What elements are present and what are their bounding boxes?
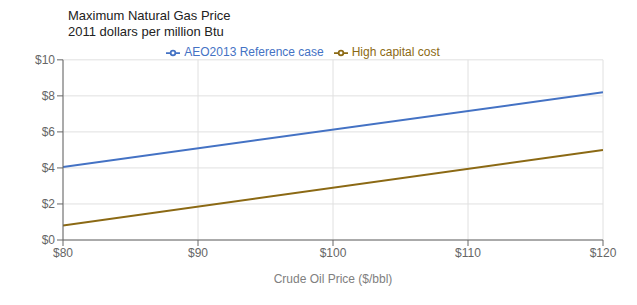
svg-text:$4: $4	[42, 161, 56, 175]
svg-text:$8: $8	[42, 89, 56, 103]
html-text:Maximum Natural Gas Price: Maximum Natural Gas Price	[68, 8, 231, 23]
svg-text:$90: $90	[188, 246, 208, 260]
svg-text:$0: $0	[42, 233, 56, 247]
svg-text:$120: $120	[590, 246, 617, 260]
svg-text:$6: $6	[42, 125, 56, 139]
html-text:High capital cost: High capital cost	[351, 45, 440, 59]
svg-text:$100: $100	[320, 246, 347, 260]
svg-text:Crude Oil Price ($/bbl): Crude Oil Price ($/bbl)	[274, 272, 393, 286]
svg-text:$10: $10	[35, 53, 55, 67]
svg-text:$80: $80	[53, 246, 73, 260]
svg-text:$2: $2	[42, 197, 56, 211]
html-text:AEO2013 Reference case: AEO2013 Reference case	[184, 45, 324, 59]
svg-text:$110: $110	[455, 246, 481, 260]
html-text:2011 dollars per million Btu: 2011 dollars per million Btu	[68, 24, 224, 39]
